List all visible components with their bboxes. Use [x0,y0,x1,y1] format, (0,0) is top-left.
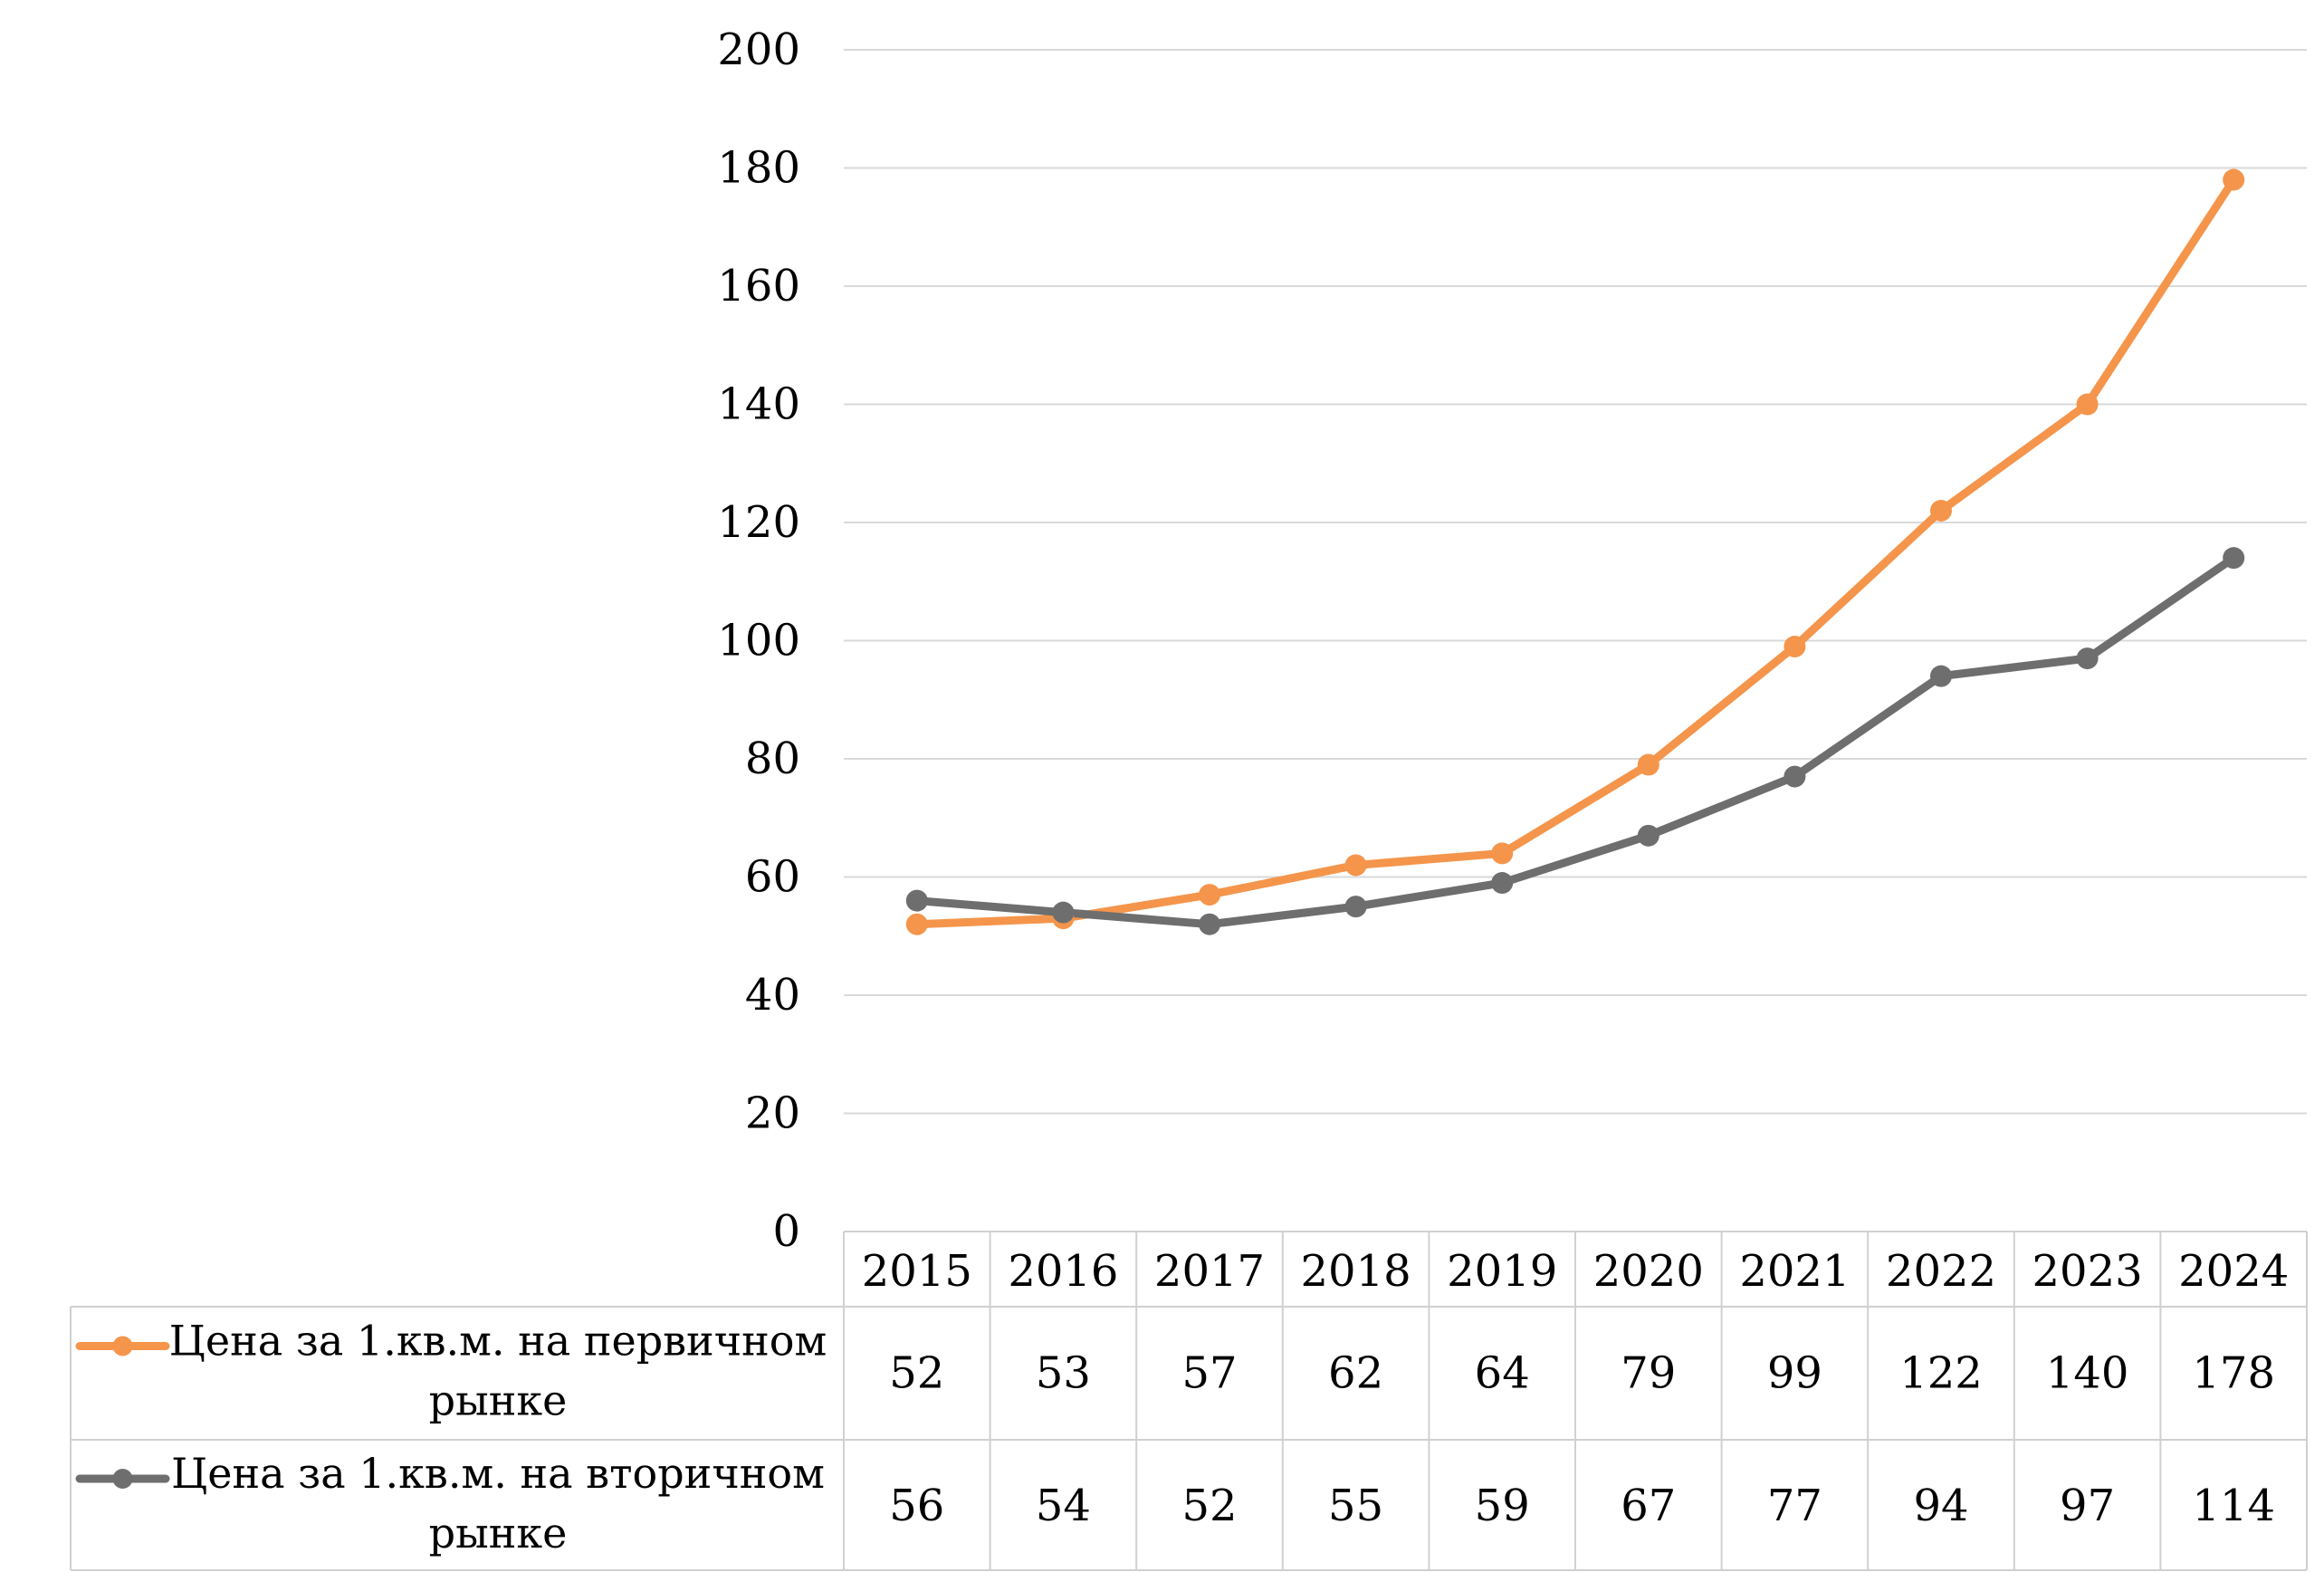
x-category-label: 2015 [862,1246,972,1297]
legend-marker-1 [112,1469,133,1489]
table-value: 94 [1913,1481,1968,1531]
table-value: 59 [1475,1481,1530,1531]
y-tick-label: 160 [717,261,800,312]
y-tick-label: 20 [745,1088,800,1139]
table-value: 67 [1621,1481,1676,1531]
y-axis-tick-labels: 0 20 40 60 80 100 120 140 160 180 200 [717,24,800,1257]
x-category-label: 2018 [1301,1246,1411,1297]
table-value: 178 [2192,1348,2275,1399]
data-point [1784,765,1806,788]
table-value: 53 [1036,1348,1091,1399]
gridlines [844,49,2307,1115]
data-point [1344,896,1367,918]
data-point [1930,499,1952,522]
x-category-label: 2022 [1886,1246,1996,1297]
table-value: 52 [1181,1481,1237,1531]
y-tick-label: 200 [717,24,800,75]
y-tick-label: 100 [717,616,800,666]
table-value: 140 [2046,1348,2129,1399]
x-category-label: 2024 [2178,1246,2289,1297]
series-line-1 [913,553,2238,929]
data-point [1637,824,1659,847]
table-value: 122 [1899,1348,1983,1399]
table-value: 97 [2060,1481,2115,1531]
legend-label-0: рынке [429,1376,568,1425]
data-point [2076,647,2099,670]
y-tick-label: 60 [745,852,800,903]
table-value: 56 [889,1481,944,1531]
data-point [1199,913,1220,935]
data-point [1344,854,1367,877]
y-tick-label: 80 [745,733,800,784]
data-table: 2015 2016 2017 2018 2019 2020 2021 2022 2023 2024… [70,1231,2308,1571]
data-point [1199,884,1220,906]
table-value: 62 [1328,1348,1383,1399]
series-line-0 [913,176,2238,929]
legend-label-1: Цена за 1.кв.м. на вторичном [171,1449,825,1498]
legend-label-0: Цена за 1.кв.м. на первичном [169,1317,827,1366]
table-value: 77 [1767,1481,1822,1531]
table-value: 57 [1181,1348,1237,1399]
y-tick-label: 0 [772,1206,800,1257]
table-value: 64 [1475,1348,1530,1399]
y-tick-label: 40 [745,970,800,1021]
table-value: 99 [1767,1348,1822,1399]
data-point [2223,547,2245,570]
legend-label-1: рынке [429,1509,568,1558]
data-point [1930,665,1952,687]
legend-marker-0 [112,1336,133,1356]
table-value: 114 [2192,1481,2275,1531]
x-category-label: 2021 [1739,1246,1850,1297]
data-point [1491,872,1514,895]
x-category-label: 2017 [1154,1246,1265,1297]
data-point [905,889,928,912]
x-category-label: 2020 [1593,1246,1704,1297]
table-value: 79 [1621,1348,1676,1399]
series-lines [905,168,2245,935]
data-point [905,913,928,935]
data-point [1637,753,1659,776]
x-category-label: 2016 [1008,1246,1118,1297]
data-point [1784,636,1806,658]
y-tick-label: 140 [717,379,800,430]
table-value: 54 [1036,1481,1091,1531]
data-point [1052,901,1075,924]
x-category-label: 2023 [2032,1246,2143,1297]
data-point [1491,842,1514,865]
data-point [2076,393,2099,416]
y-tick-label: 180 [717,143,800,194]
table-value: 52 [889,1348,944,1399]
table-value: 55 [1328,1481,1383,1531]
x-category-label: 2019 [1447,1246,1557,1297]
data-point [2223,168,2245,191]
y-tick-label: 120 [717,497,800,548]
